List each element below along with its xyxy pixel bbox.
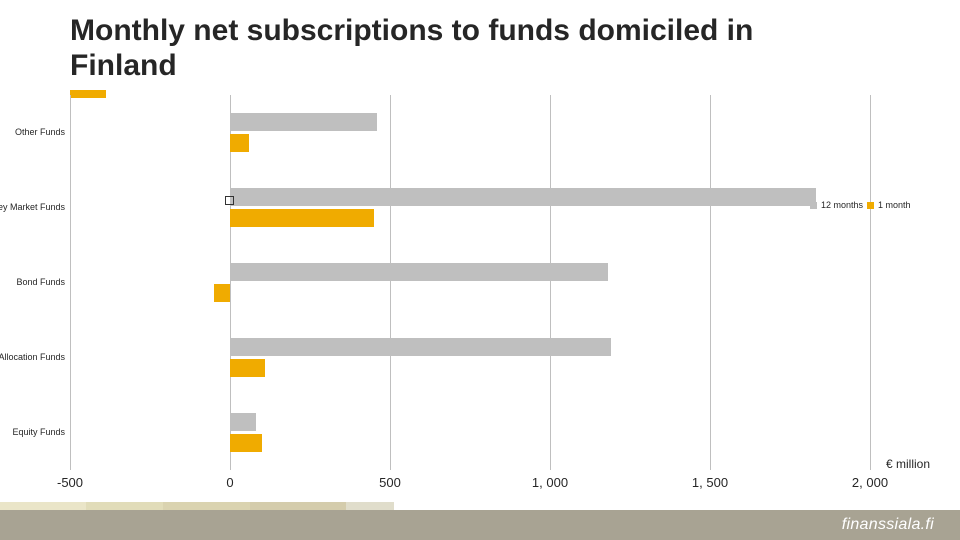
x-tick-label: 2, 000 (852, 475, 888, 490)
x-tick-label: 500 (379, 475, 401, 490)
bar (214, 284, 230, 302)
bar (230, 113, 377, 131)
legend-label: 12 months (821, 200, 863, 210)
bar (230, 413, 256, 431)
footer-brand: finanssiala.fi (842, 516, 934, 534)
gridline (710, 95, 711, 470)
footer: finanssiala.fi (0, 508, 960, 540)
unit-label: € million (886, 457, 930, 471)
footer-stripe (346, 502, 394, 510)
legend: 12 months 1 month (810, 200, 911, 210)
x-tick-label: 1, 500 (692, 475, 728, 490)
legend-label: 1 month (878, 200, 911, 210)
page-title: Monthly net subscriptions to funds domic… (70, 14, 830, 83)
gridline (390, 95, 391, 470)
y-tick-label: Equity Funds (0, 428, 65, 438)
footer-stripe (86, 502, 163, 510)
bar (230, 188, 816, 206)
chart: -50005001, 0001, 5002, 000Other FundsMon… (70, 95, 870, 470)
bar (230, 209, 374, 227)
footer-bar (0, 510, 960, 540)
bar (230, 134, 249, 152)
y-tick-label: Bond Funds (0, 278, 65, 288)
y-tick-label: Asset Allocation Funds (0, 353, 65, 363)
gridline (70, 95, 71, 470)
bar (230, 434, 262, 452)
bar (230, 338, 611, 356)
footer-stripe (0, 502, 86, 510)
bar (230, 359, 265, 377)
gridline (550, 95, 551, 470)
legend-swatch (867, 202, 874, 209)
footer-stripe (250, 502, 346, 510)
slide: Monthly net subscriptions to funds domic… (0, 0, 960, 540)
x-tick-label: 1, 000 (532, 475, 568, 490)
label-marker (225, 196, 234, 205)
bar (230, 263, 608, 281)
footer-stripe (163, 502, 249, 510)
gridline (870, 95, 871, 470)
legend-swatch (810, 202, 817, 209)
plot-area: -50005001, 0001, 5002, 000Other FundsMon… (70, 95, 870, 470)
y-tick-label: Other Funds (0, 128, 65, 138)
x-tick-label: -500 (57, 475, 83, 490)
x-tick-label: 0 (226, 475, 233, 490)
y-tick-label: Money Market Funds (0, 203, 65, 213)
